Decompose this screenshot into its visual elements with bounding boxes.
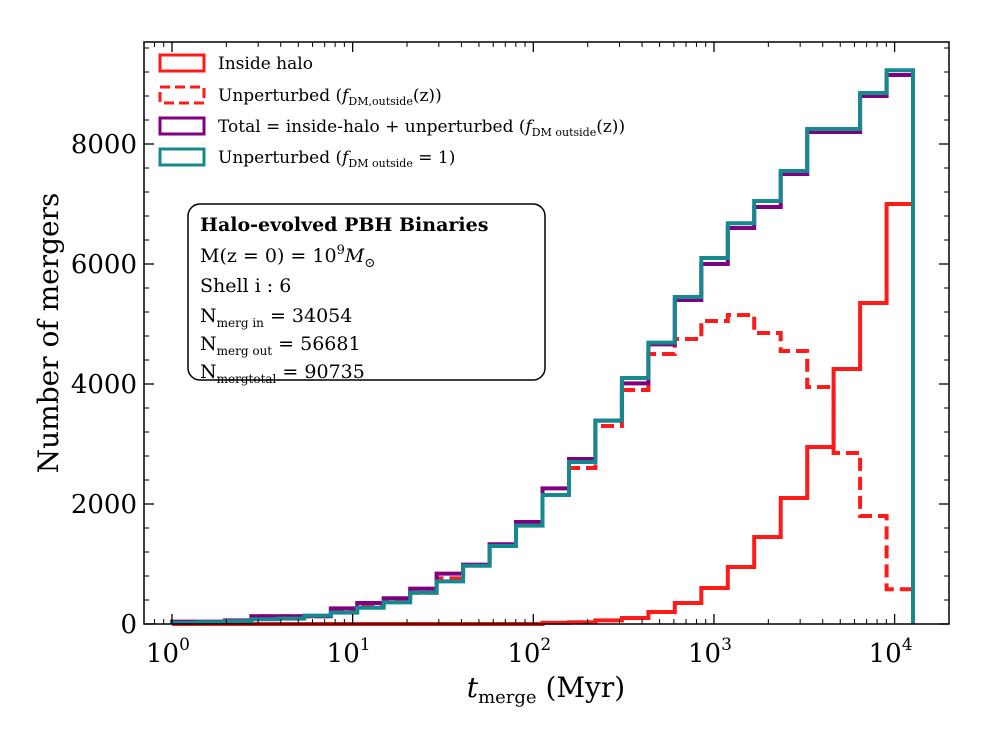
x-tick-label: 104 [869, 635, 913, 669]
x-tick-label: 101 [327, 635, 371, 669]
annotation-box: Halo-evolved PBH Binaries M(z = 0) = 109M… [187, 203, 546, 386]
plot-frame [143, 41, 950, 625]
annotation-line-4: Nmerg out = 56681 [200, 333, 361, 358]
y-tick-label: 8000 [71, 130, 137, 160]
annotation-line-5: Nmergtotal = 90735 [200, 361, 365, 386]
legend-entry-4: Unperturbed (fDM outside = 1) [218, 148, 455, 170]
y-axis-label: Number of mergers [32, 193, 65, 474]
legend-swatch [158, 53, 206, 73]
annotation-line-2: Shell i : 6 [200, 275, 291, 297]
y-tick-label: 2000 [71, 490, 137, 520]
legend: Inside halo Unperturbed (fDM,outside(z)) T… [158, 53, 625, 170]
annotation-frame [187, 203, 546, 381]
annotation-line-1: M(z = 0) = 109M⊙ [200, 243, 375, 271]
annotation-line-3: Nmerg in = 34054 [200, 305, 352, 330]
legend-entry-3: Total = inside-halo + unperturbed (fDM o… [218, 117, 625, 139]
ticks-layer: 0 2000 4000 6000 8000 100 101 102 103 104 [71, 42, 949, 669]
y-tick-label: 0 [120, 610, 137, 640]
legend-swatch [158, 147, 206, 167]
x-axis-label: tmerge (Myr) [467, 671, 625, 708]
annotation-title: Halo-evolved PBH Binaries [200, 214, 488, 236]
x-tick-label: 102 [507, 635, 551, 669]
x-tick-label: 103 [688, 635, 732, 669]
legend-entry-2: Unperturbed (fDM,outside(z)) [218, 86, 442, 108]
y-tick-label: 6000 [71, 250, 137, 280]
y-tick-label: 4000 [71, 370, 137, 400]
legend-swatch [158, 85, 206, 105]
legend-swatch [158, 116, 206, 136]
legend-entry-1: Inside halo [218, 54, 313, 74]
series-4-step [170, 68, 915, 625]
x-tick-label: 100 [146, 635, 190, 669]
